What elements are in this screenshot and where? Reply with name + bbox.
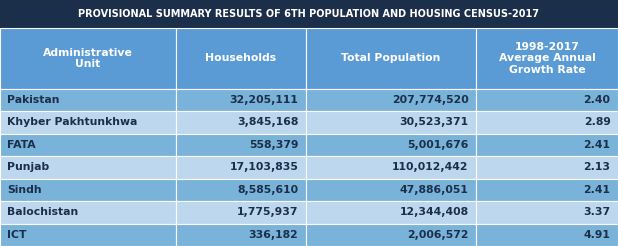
Bar <box>306 201 476 224</box>
Text: 30,523,371: 30,523,371 <box>399 117 468 127</box>
Text: FATA: FATA <box>7 140 36 150</box>
Text: Khyber Pakhtunkhwa: Khyber Pakhtunkhwa <box>7 117 138 127</box>
Text: 4.91: 4.91 <box>584 230 611 240</box>
Text: 47,886,051: 47,886,051 <box>400 185 468 195</box>
Bar <box>0 179 176 201</box>
Text: Punjab: Punjab <box>7 162 49 172</box>
Bar <box>476 111 618 134</box>
Text: 558,379: 558,379 <box>249 140 298 150</box>
Bar <box>0 28 176 89</box>
Text: 5,001,676: 5,001,676 <box>407 140 468 150</box>
Bar <box>476 156 618 179</box>
Text: 110,012,442: 110,012,442 <box>392 162 468 172</box>
Text: 17,103,835: 17,103,835 <box>230 162 298 172</box>
Text: 207,774,520: 207,774,520 <box>392 95 468 105</box>
Bar <box>476 28 618 89</box>
Bar <box>0 111 176 134</box>
Text: 1998-2017
Average Annual
Growth Rate: 1998-2017 Average Annual Growth Rate <box>499 42 595 75</box>
Bar <box>476 134 618 156</box>
Text: 2.89: 2.89 <box>584 117 611 127</box>
Bar <box>306 111 476 134</box>
Text: Sindh: Sindh <box>7 185 42 195</box>
Bar <box>306 28 476 89</box>
Bar <box>0 224 176 246</box>
Text: Balochistan: Balochistan <box>7 207 78 217</box>
Bar <box>176 201 306 224</box>
Bar <box>176 156 306 179</box>
Bar <box>176 28 306 89</box>
Text: 2.40: 2.40 <box>583 95 611 105</box>
Bar <box>176 89 306 111</box>
Bar <box>176 111 306 134</box>
Text: Households: Households <box>205 53 277 63</box>
Text: Total Population: Total Population <box>341 53 441 63</box>
Text: 2.41: 2.41 <box>583 140 611 150</box>
Bar <box>476 224 618 246</box>
Bar <box>0 201 176 224</box>
Bar <box>0 89 176 111</box>
Text: 32,205,111: 32,205,111 <box>230 95 298 105</box>
Bar <box>0 0 618 28</box>
Bar <box>176 224 306 246</box>
Text: 8,585,610: 8,585,610 <box>237 185 298 195</box>
Bar <box>176 179 306 201</box>
Bar <box>306 156 476 179</box>
Bar <box>176 134 306 156</box>
Bar <box>306 179 476 201</box>
Text: ICT: ICT <box>7 230 27 240</box>
Text: Pakistan: Pakistan <box>7 95 60 105</box>
Text: 12,344,408: 12,344,408 <box>399 207 468 217</box>
Text: 2.13: 2.13 <box>583 162 611 172</box>
Bar <box>476 89 618 111</box>
Text: Administrative
Unit: Administrative Unit <box>43 48 133 69</box>
Bar <box>476 179 618 201</box>
Text: PROVISIONAL SUMMARY RESULTS OF 6TH POPULATION AND HOUSING CENSUS-2017: PROVISIONAL SUMMARY RESULTS OF 6TH POPUL… <box>78 9 540 19</box>
Text: 3.37: 3.37 <box>583 207 611 217</box>
Text: 2,006,572: 2,006,572 <box>407 230 468 240</box>
Text: 3,845,168: 3,845,168 <box>237 117 298 127</box>
Text: 1,775,937: 1,775,937 <box>237 207 298 217</box>
Bar <box>476 201 618 224</box>
Bar <box>0 156 176 179</box>
Bar <box>306 134 476 156</box>
Bar <box>306 224 476 246</box>
Bar <box>306 89 476 111</box>
Text: 336,182: 336,182 <box>248 230 298 240</box>
Bar <box>0 134 176 156</box>
Text: 2.41: 2.41 <box>583 185 611 195</box>
